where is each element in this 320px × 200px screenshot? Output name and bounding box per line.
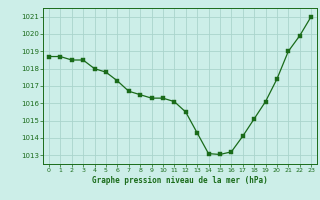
X-axis label: Graphe pression niveau de la mer (hPa): Graphe pression niveau de la mer (hPa) (92, 176, 268, 185)
